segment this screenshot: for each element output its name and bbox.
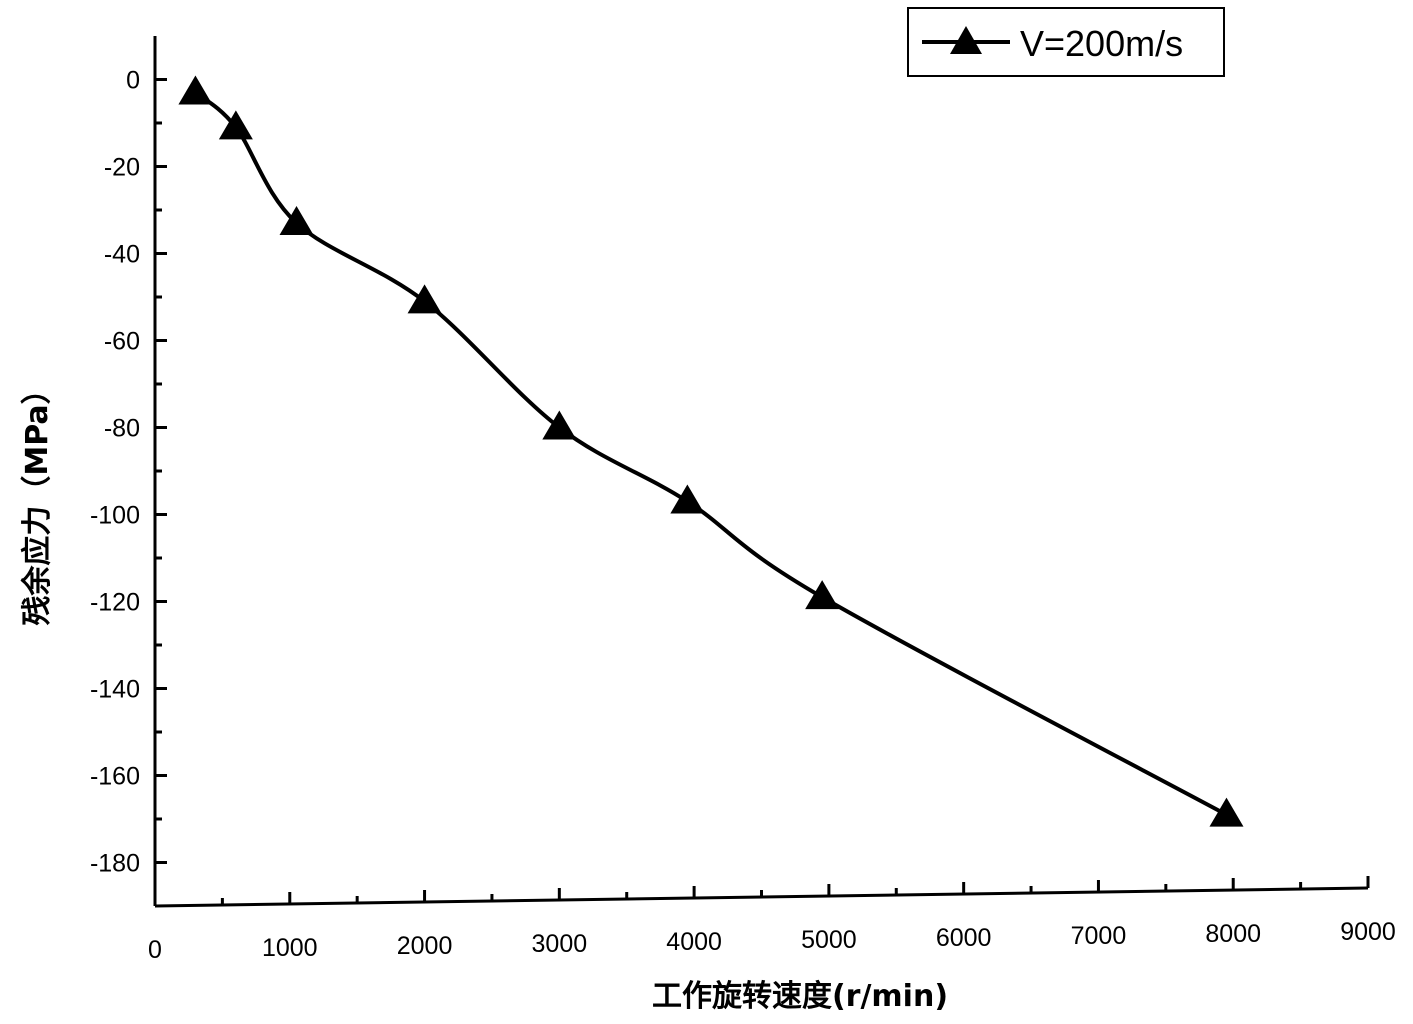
- y-tick-label: -120: [90, 589, 140, 617]
- axes: [155, 36, 1368, 906]
- x-tick-label: 8000: [1205, 920, 1261, 948]
- data-point-triangle: [542, 411, 576, 440]
- legend-label: V=200m/s: [1020, 23, 1183, 64]
- y-axis-title: 残余应力（MPa）: [20, 374, 55, 625]
- y-tick-label: 0: [126, 67, 140, 95]
- x-tick-label: 7000: [1071, 922, 1127, 950]
- data-point-triangle: [670, 484, 704, 513]
- x-tick-label: 4000: [666, 928, 722, 956]
- x-axis-title: 工作旋转速度(r/min): [652, 979, 948, 1014]
- x-tick-label: 9000: [1340, 918, 1396, 946]
- data-point-triangle: [178, 76, 212, 105]
- data-point-triangle: [408, 284, 442, 313]
- x-tick-label: 2000: [397, 932, 453, 960]
- x-tick-label: 3000: [532, 930, 588, 958]
- y-tick-label: -60: [104, 328, 140, 356]
- legend: V=200m/s: [908, 8, 1224, 76]
- y-tick-label: -40: [104, 241, 140, 269]
- y-tick-label: -80: [104, 415, 140, 443]
- y-tick-label: -180: [90, 850, 140, 878]
- y-tick-label: -100: [90, 502, 140, 530]
- series-layer: [178, 76, 1243, 827]
- x-tick-label: 1000: [262, 934, 318, 962]
- x-tick-label: 0: [148, 936, 162, 964]
- x-tick-label: 6000: [936, 924, 992, 952]
- series-line: [195, 93, 1226, 815]
- y-tick-label: -140: [90, 676, 140, 704]
- data-point-triangle: [1209, 798, 1243, 827]
- y-tick-label: -20: [104, 154, 140, 182]
- data-point-triangle: [805, 580, 839, 609]
- y-tick-label: -160: [90, 763, 140, 791]
- x-tick-label: 5000: [801, 926, 857, 954]
